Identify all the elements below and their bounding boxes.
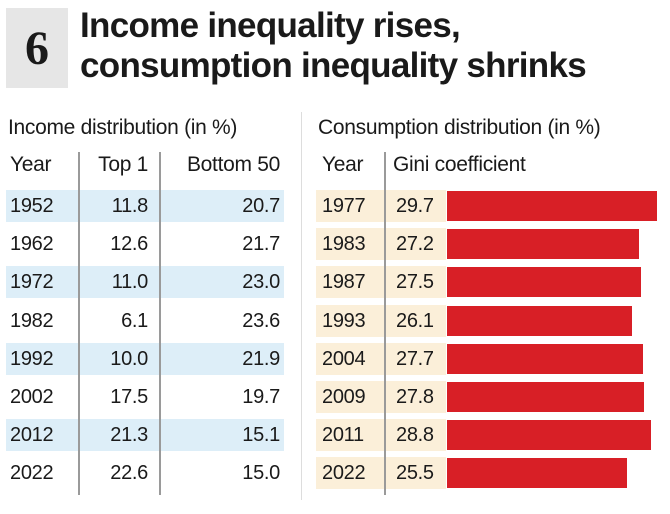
- income-bottom50-cell: 15.0: [242, 462, 280, 485]
- income-year-cell: 2012: [10, 424, 54, 447]
- income-bottom50-cell: 20.7: [242, 195, 280, 217]
- income-row: 1992 10.0 21.9: [6, 342, 284, 375]
- income-row: 1962 12.6 21.7: [6, 228, 284, 260]
- income-top1-cell: 6.1: [121, 309, 148, 332]
- income-bottom50-cell: 21.9: [242, 347, 280, 370]
- consumption-section-title: Consumption distribution (in %): [318, 116, 601, 139]
- consumption-row: 1983 27.2: [316, 228, 446, 261]
- consumption-year-cell: 1987: [322, 271, 366, 294]
- title-line-1: Income inequality rises,: [80, 6, 461, 45]
- section-divider: [301, 112, 302, 500]
- chart-number: 6: [25, 21, 49, 75]
- income-divider-1: [78, 152, 80, 495]
- gini-value-label: 27.8: [396, 386, 434, 408]
- consumption-row: 2022 25.5: [316, 457, 446, 490]
- chart-number-badge: 6: [6, 8, 68, 88]
- consumption-year-cell: 1983: [322, 233, 366, 256]
- income-row: 1982 6.1 23.6: [6, 305, 284, 337]
- income-year-cell: 1992: [10, 347, 54, 370]
- gini-bar: [447, 382, 644, 412]
- gini-value-label: 27.2: [396, 233, 434, 256]
- income-row: 1952 11.8 20.7: [6, 190, 284, 222]
- page-title: Income inequality rises, consumption ine…: [80, 6, 665, 86]
- income-row: 1972 11.0 23.0: [6, 266, 284, 299]
- income-top1-cell: 11.0: [111, 271, 149, 294]
- consumption-divider: [384, 152, 386, 495]
- income-header-bottom50: Bottom 50: [186, 153, 280, 176]
- income-bottom50-cell: 21.7: [242, 233, 280, 256]
- gini-value-label: 26.1: [396, 309, 434, 332]
- income-year-cell: 1982: [10, 309, 54, 332]
- gini-bar: [447, 305, 632, 336]
- income-row: 2002 17.5 19.7: [6, 381, 284, 413]
- consumption-row: 1977 29.7: [316, 190, 446, 222]
- consumption-year-cell: 2009: [322, 386, 366, 408]
- gini-bar: [447, 420, 651, 451]
- consumption-year-cell: 2022: [322, 462, 366, 485]
- consumption-row: 2011 28.8: [316, 419, 446, 452]
- income-top1-cell: 21.3: [110, 424, 148, 447]
- income-row: 2012 21.3 15.1: [6, 419, 284, 452]
- consumption-year-cell: 1977: [322, 195, 366, 217]
- income-bottom50-cell: 19.7: [242, 386, 280, 408]
- income-divider-2: [159, 152, 161, 495]
- consumption-row: 2009 27.8: [316, 381, 446, 413]
- income-year-cell: 1952: [10, 195, 54, 217]
- income-top1-cell: 10.0: [110, 347, 148, 370]
- consumption-row: 1993 26.1: [316, 304, 446, 337]
- gini-value-label: 28.8: [396, 424, 434, 447]
- gini-value-label: 27.7: [396, 347, 434, 370]
- gini-bar: [447, 191, 657, 221]
- gini-value-label: 25.5: [396, 462, 434, 485]
- gini-bar: [447, 267, 642, 298]
- income-bottom50-cell: 15.1: [242, 424, 280, 447]
- income-year-cell: 1972: [10, 271, 54, 294]
- income-top1-cell: 11.8: [111, 195, 149, 217]
- income-header-year: Year: [10, 153, 52, 176]
- income-year-cell: 2022: [10, 462, 54, 485]
- income-year-cell: 2002: [10, 386, 54, 408]
- gini-value-label: 27.5: [396, 271, 434, 294]
- income-section-title: Income distribution (in %): [8, 116, 238, 139]
- consumption-row: 2004 27.7: [316, 342, 446, 375]
- consumption-header-gini: Gini coefficient: [393, 153, 526, 176]
- gini-bar: [447, 229, 640, 260]
- income-bottom50-cell: 23.6: [242, 309, 280, 332]
- consumption-year-cell: 1993: [322, 309, 366, 332]
- title-line-2: consumption inequality shrinks: [80, 46, 587, 85]
- income-header-top1: Top 1: [98, 153, 148, 176]
- income-row: 2022 22.6 15.0: [6, 457, 284, 489]
- gini-value-label: 29.7: [396, 195, 434, 217]
- income-top1-cell: 22.6: [110, 462, 148, 485]
- consumption-year-cell: 2011: [322, 424, 364, 447]
- consumption-row: 1987 27.5: [316, 266, 446, 299]
- gini-bar: [447, 458, 628, 489]
- consumption-header-year: Year: [322, 153, 364, 176]
- income-top1-cell: 12.6: [110, 233, 148, 256]
- consumption-year-cell: 2004: [322, 347, 366, 370]
- income-year-cell: 1962: [10, 233, 54, 256]
- income-bottom50-cell: 23.0: [242, 271, 280, 294]
- income-top1-cell: 17.5: [110, 386, 148, 408]
- gini-bar: [447, 343, 643, 374]
